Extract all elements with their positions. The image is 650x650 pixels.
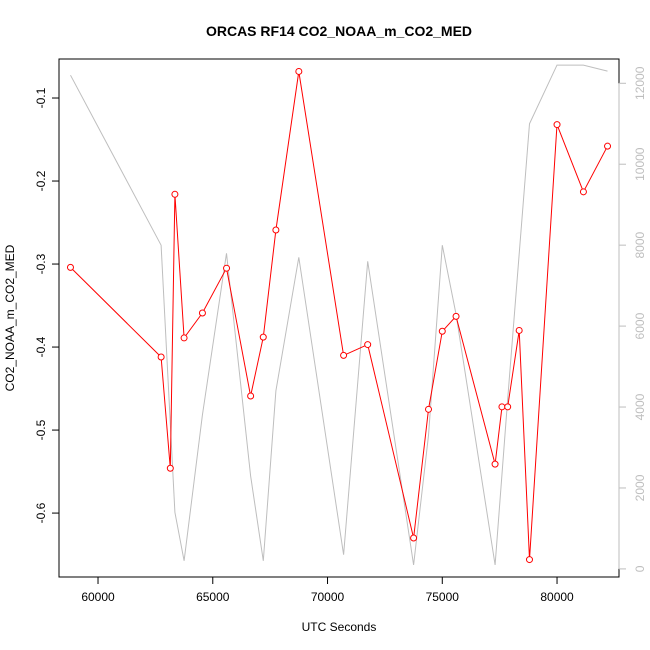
y-axis-label: CO2_NOAA_m_CO2_MED [3, 244, 17, 391]
x-tick-label-3: 75000 [426, 590, 460, 604]
x-tick-label-4: 80000 [540, 590, 574, 604]
x-tick-label-2: 70000 [311, 590, 345, 604]
x-tick-label-0: 60000 [81, 590, 115, 604]
series-0-point-21 [525, 556, 533, 564]
y2-tick-label-5: 10000 [633, 147, 647, 181]
series-0-point-0 [66, 263, 74, 271]
series-0-point-4 [180, 334, 188, 342]
series-0-point-24 [604, 142, 612, 150]
series-group [66, 64, 612, 565]
plot-frame [58, 58, 620, 578]
series-0-point-8 [259, 333, 267, 341]
series-0-point-7 [247, 392, 255, 400]
series-0-point-1 [157, 353, 165, 361]
y-tick-label-1: -0.5 [34, 419, 48, 440]
series-0-point-10 [295, 67, 303, 75]
axes-group: 60000 65000 70000 75000 80000-0.6-0.5-0.4-0.… [34, 66, 647, 604]
series-0-point-17 [491, 460, 499, 468]
y-tick-label-5: -0.1 [34, 87, 48, 108]
series-0-point-15 [438, 327, 446, 335]
y-tick-label-2: -0.4 [34, 336, 48, 357]
series-0-point-23 [579, 188, 587, 196]
x-tick-label-1: 65000 [196, 590, 230, 604]
y2-tick-label-1: 2000 [633, 474, 647, 501]
series-0-point-3 [171, 190, 179, 198]
series-0-point-9 [272, 226, 280, 234]
chart-title: ORCAS RF14 CO2_NOAA_m_CO2_MED [206, 23, 472, 39]
series-0-point-19 [504, 403, 512, 411]
y-tick-label-3: -0.3 [34, 253, 48, 274]
series-0-point-11 [340, 351, 348, 359]
series-0-point-12 [364, 341, 372, 349]
series-1-line [70, 64, 608, 565]
series-0-point-16 [452, 312, 460, 320]
y2-tick-label-6: 12000 [633, 66, 647, 100]
x-axis-label: UTC Seconds [302, 620, 377, 634]
y2-tick-label-4: 8000 [633, 231, 647, 258]
series-0-point-20 [515, 326, 523, 334]
series-0-point-6 [223, 264, 231, 272]
series-0-point-5 [198, 309, 206, 317]
series-0-point-18 [498, 403, 506, 411]
y-tick-label-0: -0.6 [34, 502, 48, 523]
y2-tick-label-2: 4000 [633, 393, 647, 420]
series-0-point-22 [553, 121, 561, 129]
series-0-point-14 [425, 405, 433, 413]
y-tick-label-4: -0.2 [34, 170, 48, 191]
series-0-point-2 [166, 464, 174, 472]
series-0-line [70, 71, 608, 560]
y2-tick-label-3: 6000 [633, 312, 647, 339]
series-0-point-13 [410, 534, 418, 542]
y2-tick-label-0: 0 [633, 565, 647, 572]
